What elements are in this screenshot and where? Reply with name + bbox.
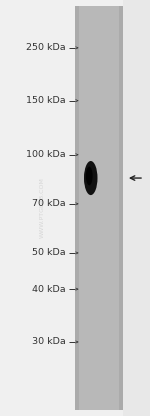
- Text: 30 kDa: 30 kDa: [32, 337, 66, 347]
- Ellipse shape: [84, 161, 98, 195]
- Text: 150 kDa: 150 kDa: [26, 96, 66, 105]
- Bar: [75, 6, 123, 410]
- Text: 50 kDa: 50 kDa: [32, 248, 66, 258]
- Text: 40 kDa: 40 kDa: [32, 285, 66, 294]
- Text: 70 kDa: 70 kDa: [32, 199, 66, 208]
- Bar: [119, 6, 123, 410]
- Text: WWW.PTGLAB.COM: WWW.PTGLAB.COM: [39, 178, 45, 238]
- Ellipse shape: [86, 166, 93, 186]
- Text: 250 kDa: 250 kDa: [26, 43, 66, 52]
- Text: 100 kDa: 100 kDa: [26, 150, 66, 159]
- Bar: [123, 0, 150, 416]
- Bar: [75, 6, 79, 410]
- Ellipse shape: [84, 168, 89, 188]
